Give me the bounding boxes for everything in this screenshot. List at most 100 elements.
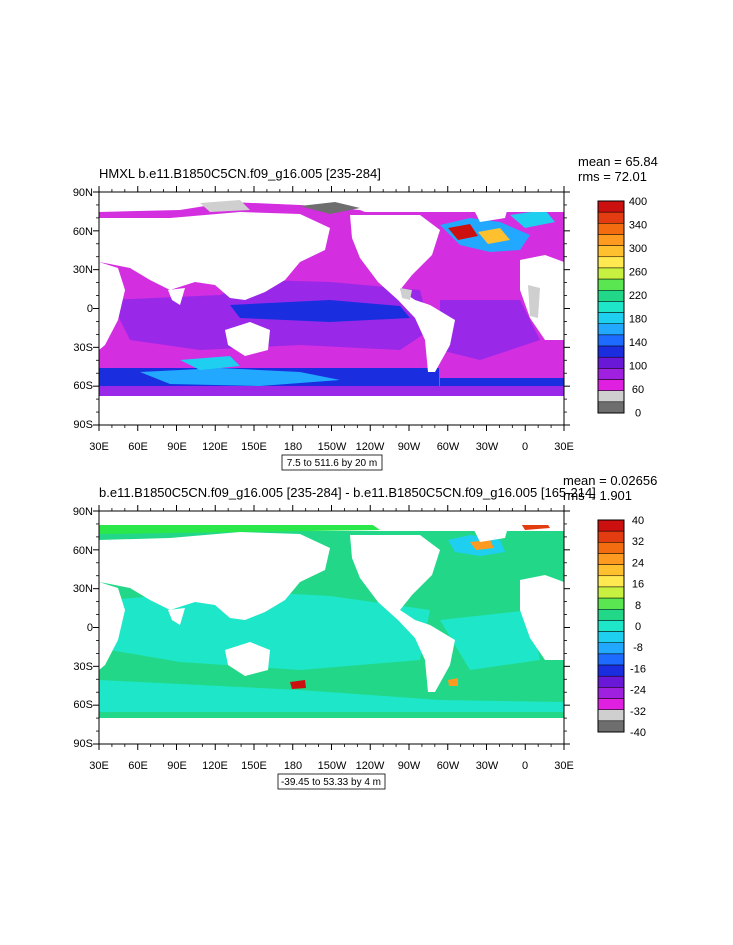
colorbar-swatch: [597, 301, 625, 313]
lon-label: 150E: [241, 441, 267, 453]
colorbar-swatch: [597, 278, 625, 291]
panel-2-rms: rms = 1.901: [563, 488, 632, 503]
colorbar-label: 32: [632, 536, 644, 548]
lon-label: 60E: [128, 760, 148, 772]
panel-1-lon-labels: 30E 60E 90E 120E 150E 180 150W 120W 90W …: [89, 441, 574, 453]
lat-label: 30S: [73, 661, 93, 673]
colorbar-label: 220: [629, 290, 647, 302]
colorbar-swatch: [597, 586, 625, 599]
colorbar-swatch: [597, 564, 625, 577]
panel-1-colorbar: 400 340 300 260 220 180 140 100 60 0: [597, 196, 647, 420]
colorbar-label: 100: [629, 361, 647, 373]
lon-label: 120E: [202, 760, 228, 772]
colorbar-label: -8: [633, 642, 643, 654]
lon-label: 60E: [128, 441, 148, 453]
panel-1-map: [99, 192, 564, 425]
lon-label: 0: [522, 441, 528, 453]
colorbar-label: 140: [629, 337, 647, 349]
colorbar-swatch: [597, 211, 625, 224]
panel-2-australia: [225, 642, 270, 676]
colorbar-label: 24: [632, 557, 644, 569]
lon-label: 0: [522, 760, 528, 772]
panel-2-mean: mean = 0.02656: [563, 473, 657, 488]
lon-label: 30E: [89, 441, 109, 453]
colorbar-swatch: [597, 653, 625, 666]
panel-1-rms: rms = 72.01: [578, 169, 647, 184]
lat-label: 90N: [73, 187, 93, 199]
panel-2-title: b.e11.B1850C5CN.f09_g16.005 [235-284] - …: [99, 485, 596, 500]
colorbar-swatch: [597, 390, 625, 403]
colorbar-label: -24: [630, 685, 646, 697]
colorbar-swatch: [597, 709, 625, 722]
panel-2-americas: [350, 535, 455, 692]
panel-1-australia: [225, 322, 270, 356]
colorbar-swatch: [597, 575, 625, 588]
colorbar-swatch: [597, 200, 625, 213]
colorbar-swatch: [597, 675, 625, 688]
lat-label: 30N: [73, 264, 93, 276]
colorbar-swatch: [597, 401, 625, 414]
colorbar-swatch: [597, 312, 625, 324]
lon-label: 30E: [89, 760, 109, 772]
colorbar-swatch: [597, 631, 625, 643]
lon-label: 180: [284, 760, 302, 772]
colorbar-frame: [597, 519, 625, 733]
lat-label: 0: [87, 303, 93, 315]
lon-label: 180: [284, 441, 302, 453]
lon-label: 60W: [437, 760, 460, 772]
lon-label: 60W: [437, 441, 460, 453]
panel-2-lon-labels: 30E 60E 90E 120E 150E 180 150W 120W 90W …: [89, 760, 574, 772]
lat-label: 90S: [73, 738, 93, 750]
lon-label: 30E: [554, 760, 574, 772]
lon-label: 90W: [398, 441, 421, 453]
colorbar-label: 16: [632, 579, 644, 591]
panel-1-ticks: [93, 186, 570, 431]
colorbar-swatch: [597, 234, 625, 246]
colorbar-swatch: [597, 720, 625, 733]
panel-1-range-label: 7.5 to 511.6 by 20 m: [287, 458, 377, 469]
colorbar-swatch: [597, 345, 625, 358]
colorbar-label: 0: [635, 621, 641, 633]
colorbar-label: 260: [629, 267, 647, 279]
colorbar-swatch: [597, 379, 625, 391]
lon-label: 90E: [167, 760, 187, 772]
colorbar-swatch: [597, 519, 625, 532]
colorbar-swatch: [597, 698, 625, 710]
colorbar-label: 40: [632, 515, 644, 527]
panel-1-lat-labels: 90N 60N 30N 0 30S 60S 90S: [73, 187, 93, 431]
lat-label: 60N: [73, 545, 93, 557]
lon-label: 150W: [318, 441, 347, 453]
colorbar-label: 400: [629, 196, 647, 208]
colorbar-swatch: [597, 597, 625, 610]
lat-label: 60S: [73, 380, 93, 392]
panel-2-colorbar: 40 32 24 16 8 0 -8 -16 -24 -32 -40: [597, 515, 646, 739]
lon-label: 30W: [476, 760, 499, 772]
colorbar-label: -32: [630, 706, 646, 718]
colorbar-swatch: [597, 542, 625, 554]
panel-1: HMXL b.e11.B1850C5CN.f09_g16.005 [235-28…: [73, 154, 658, 471]
colorbar-swatch: [597, 245, 625, 258]
lon-label: 120E: [202, 441, 228, 453]
colorbar-swatch: [597, 620, 625, 632]
colorbar-swatch: [597, 530, 625, 543]
colorbar-swatch: [597, 290, 625, 302]
panel-1-eurasia: [99, 212, 330, 300]
panel-2-range-label: -39.45 to 53.33 by 4 m: [281, 777, 381, 788]
colorbar-label: 340: [629, 220, 647, 232]
colorbar-label: -16: [630, 663, 646, 675]
colorbar-swatch: [597, 609, 625, 621]
lon-label: 150W: [318, 760, 347, 772]
lat-label: 60S: [73, 699, 93, 711]
lat-label: 90N: [73, 506, 93, 518]
lat-label: 90S: [73, 419, 93, 431]
colorbar-frame: [597, 200, 625, 414]
panel-2-eurasia: [99, 532, 330, 620]
panel-1-antarctica: [99, 396, 564, 425]
lon-label: 120W: [356, 760, 385, 772]
panel-2: b.e11.B1850C5CN.f09_g16.005 [235-284] - …: [73, 473, 657, 790]
colorbar-swatch: [597, 642, 625, 655]
panel-1-title: HMXL b.e11.B1850C5CN.f09_g16.005 [235-28…: [99, 166, 381, 181]
panel-2-ticks: [93, 505, 570, 750]
lon-label: 30W: [476, 441, 499, 453]
